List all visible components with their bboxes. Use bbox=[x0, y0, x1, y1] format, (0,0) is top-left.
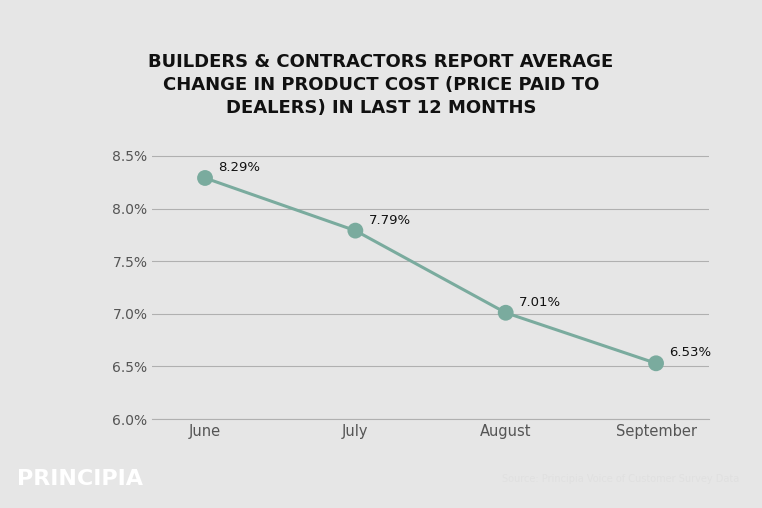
Text: Source: Principia Voice of Customer Survey Data: Source: Principia Voice of Customer Surv… bbox=[502, 474, 739, 484]
Text: BUILDERS & CONTRACTORS REPORT AVERAGE
CHANGE IN PRODUCT COST (PRICE PAID TO
DEAL: BUILDERS & CONTRACTORS REPORT AVERAGE CH… bbox=[149, 53, 613, 117]
Point bbox=[199, 174, 211, 182]
Text: 6.53%: 6.53% bbox=[670, 346, 712, 360]
Text: 8.29%: 8.29% bbox=[219, 161, 261, 174]
Point bbox=[500, 309, 512, 317]
Text: 7.79%: 7.79% bbox=[369, 214, 411, 227]
Point bbox=[650, 359, 662, 367]
Point bbox=[349, 227, 361, 235]
Text: 7.01%: 7.01% bbox=[519, 296, 562, 309]
Text: PRINCIPIA: PRINCIPIA bbox=[17, 469, 142, 489]
